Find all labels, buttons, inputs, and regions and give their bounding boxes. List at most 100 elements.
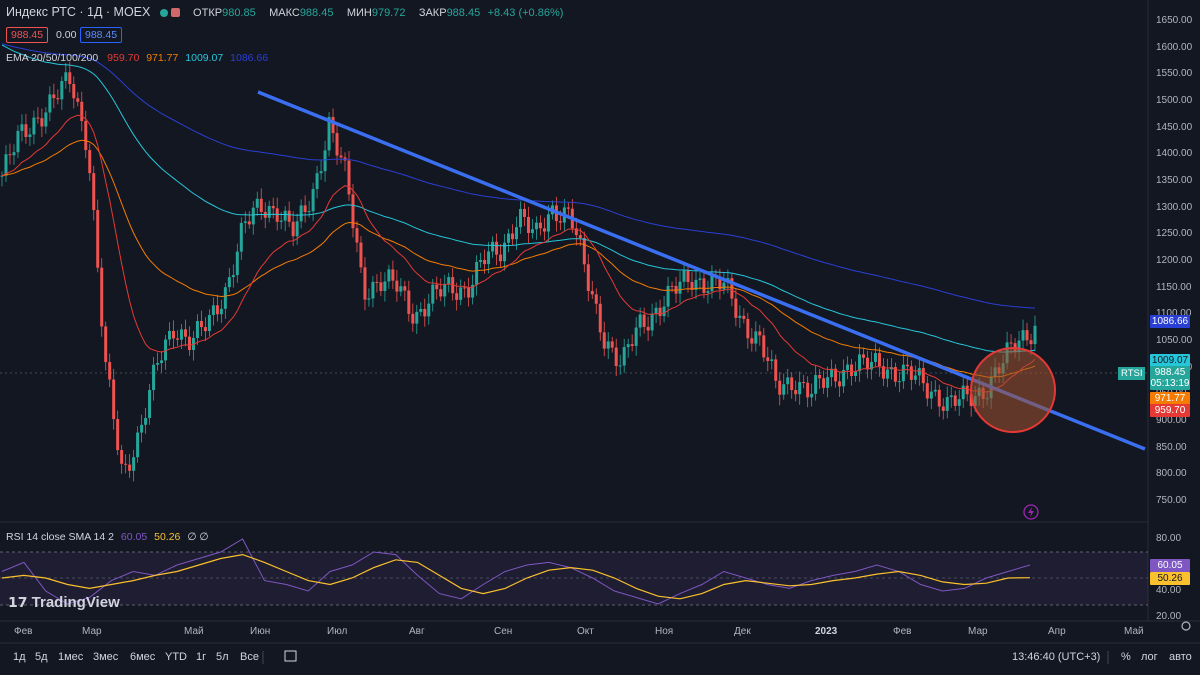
candle-body bbox=[140, 424, 144, 433]
candle-body bbox=[32, 117, 36, 135]
candle-body bbox=[933, 389, 937, 392]
candle-body bbox=[578, 235, 582, 239]
candle-body bbox=[299, 205, 303, 222]
highlight-circle[interactable] bbox=[970, 347, 1056, 433]
flag-icon[interactable] bbox=[170, 8, 180, 18]
rsi-extra: ∅ ∅ bbox=[187, 531, 209, 543]
calendar-icon[interactable] bbox=[284, 650, 297, 662]
candle-body bbox=[247, 221, 251, 225]
candle-body bbox=[88, 150, 92, 174]
candle-body bbox=[814, 374, 818, 394]
candle-body bbox=[231, 275, 235, 278]
candle-body bbox=[64, 72, 68, 82]
candle-body bbox=[834, 368, 838, 382]
buy-button[interactable]: 988.45 bbox=[80, 27, 123, 43]
rsi-legend[interactable]: RSI 14 close SMA 14 2 60.05 50.26 ∅ ∅ bbox=[6, 531, 209, 543]
candle-body bbox=[905, 364, 909, 367]
ema-legend[interactable]: EMA 20/50/100/200 959.70 971.77 1009.07 … bbox=[6, 52, 268, 64]
range-button-3мес[interactable]: 3мес bbox=[93, 651, 119, 663]
lightning-icon[interactable] bbox=[1023, 504, 1039, 520]
candle-body bbox=[538, 222, 542, 229]
candle-body bbox=[738, 315, 742, 318]
candle-body bbox=[259, 198, 263, 212]
ema200-line bbox=[1, 43, 1036, 309]
time-axis-label: Дек bbox=[734, 626, 751, 637]
percent-toggle[interactable]: % bbox=[1121, 651, 1131, 663]
candle-body bbox=[435, 284, 439, 290]
candle-body bbox=[794, 390, 798, 395]
candle-body bbox=[618, 365, 622, 367]
candle-body bbox=[706, 291, 710, 293]
candle-body bbox=[566, 207, 570, 209]
price-axis-label: 800.00 bbox=[1156, 468, 1187, 480]
range-button-5д[interactable]: 5д bbox=[35, 651, 48, 663]
ema50-tag: 971.77 bbox=[1150, 392, 1190, 405]
candle-body bbox=[160, 360, 164, 364]
candle-body bbox=[762, 335, 766, 358]
candle-body bbox=[199, 321, 203, 328]
countdown: 05:13:19 bbox=[1150, 378, 1190, 389]
rsi-legend-name: RSI 14 close SMA 14 2 bbox=[6, 531, 114, 543]
candle-body bbox=[614, 347, 618, 366]
candle-body bbox=[84, 121, 88, 151]
candle-body bbox=[686, 270, 690, 283]
range-button-1д[interactable]: 1д bbox=[13, 651, 26, 663]
candle-body bbox=[219, 308, 223, 315]
candle-body bbox=[594, 294, 598, 304]
candle-body bbox=[479, 259, 483, 262]
settings-icon[interactable] bbox=[1181, 621, 1191, 631]
candle-body bbox=[148, 390, 152, 419]
candle-body bbox=[638, 314, 642, 328]
candle-body bbox=[622, 347, 626, 366]
candle-body bbox=[838, 381, 842, 387]
candle-body bbox=[475, 261, 479, 285]
range-button-1г[interactable]: 1г bbox=[196, 651, 207, 663]
candle-body bbox=[319, 171, 323, 174]
candle-body bbox=[211, 305, 215, 316]
candle-body bbox=[331, 116, 335, 134]
ema-legend-name: EMA 20/50/100/200 bbox=[6, 52, 99, 64]
log-toggle[interactable]: лог bbox=[1141, 651, 1158, 663]
ema200-value: 1086.66 bbox=[230, 52, 269, 64]
candle-body bbox=[471, 284, 475, 298]
candle-body bbox=[223, 287, 227, 309]
candle-body bbox=[275, 208, 279, 222]
candle-body bbox=[335, 133, 339, 156]
candle-body bbox=[503, 242, 507, 262]
candle-body bbox=[881, 366, 885, 379]
price-axis-label: 1300.00 bbox=[1156, 201, 1193, 213]
ema20-line bbox=[1, 114, 1036, 393]
sell-button[interactable]: 988.45 bbox=[6, 27, 49, 43]
high-label: МАКС bbox=[269, 7, 300, 19]
candle-body bbox=[271, 205, 275, 209]
candle-body bbox=[598, 303, 602, 333]
range-button-6мес[interactable]: 6мес bbox=[130, 651, 156, 663]
candle-body bbox=[802, 382, 806, 384]
candle-body bbox=[283, 210, 287, 221]
candle-body bbox=[4, 154, 8, 176]
candle-body bbox=[798, 382, 802, 395]
candle-body bbox=[806, 382, 810, 398]
candle-body bbox=[40, 118, 44, 127]
candle-body bbox=[351, 194, 355, 229]
status-dot-icon bbox=[159, 8, 168, 17]
time-axis-label: Апр bbox=[1048, 626, 1066, 637]
range-button-Все[interactable]: Все bbox=[240, 651, 259, 663]
candle-body bbox=[722, 282, 726, 290]
rsi-lines bbox=[1, 538, 1031, 605]
candle-body bbox=[634, 327, 638, 346]
auto-toggle[interactable]: авто bbox=[1169, 651, 1192, 663]
clock[interactable]: 13:46:40 (UTC+3) bbox=[1012, 651, 1101, 663]
candle-body bbox=[36, 117, 40, 119]
range-button-5л[interactable]: 5л bbox=[216, 651, 229, 663]
range-button-YTD[interactable]: YTD bbox=[165, 651, 187, 663]
candle-body bbox=[630, 344, 634, 346]
open-label: ОТКР bbox=[193, 7, 223, 19]
candle-body bbox=[439, 289, 443, 297]
range-button-1мес[interactable]: 1мес bbox=[58, 651, 84, 663]
candle-body bbox=[965, 385, 969, 395]
rsi-line bbox=[1, 538, 1031, 605]
candle-body bbox=[415, 311, 419, 324]
symbol-title[interactable]: Индекс РТС · 1Д · MOEX bbox=[6, 5, 151, 19]
